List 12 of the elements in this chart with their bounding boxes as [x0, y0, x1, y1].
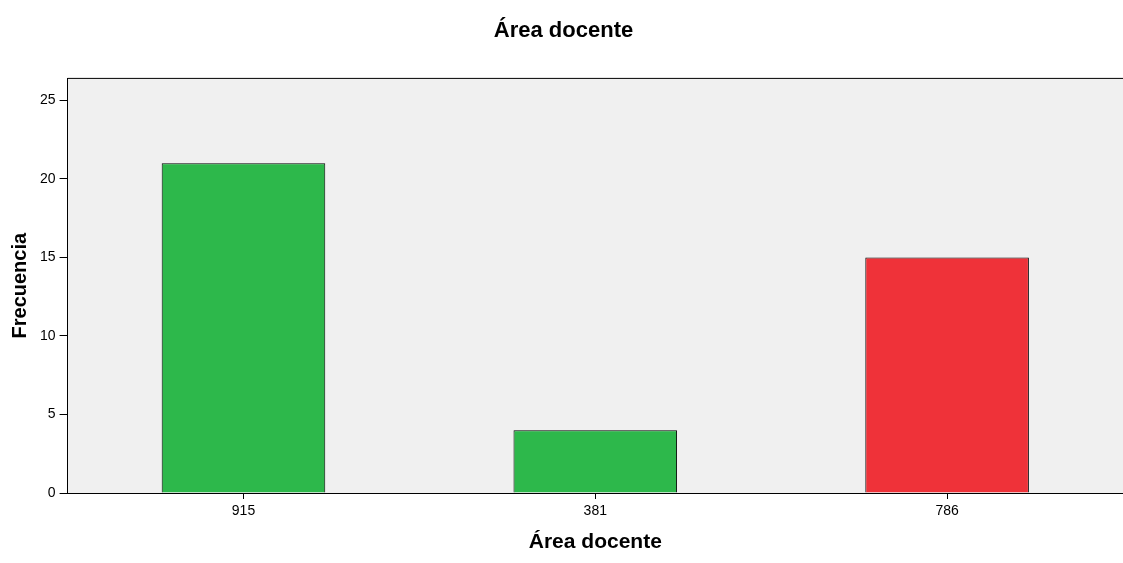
y-tick-label: 5 [47, 405, 56, 422]
x-tick-label: 381 [583, 502, 608, 519]
y-tick-label: 0 [47, 483, 56, 500]
x-tick-label: 915 [231, 502, 256, 519]
y-tick-label: 10 [39, 326, 56, 343]
chart-title: Área docente [493, 17, 634, 43]
y-tick-label: 25 [39, 91, 56, 108]
y-tick-label: 15 [39, 248, 56, 265]
x-tick-label: 786 [935, 502, 959, 519]
y-tick-label: 20 [39, 169, 56, 186]
y-axis-title: Frecuencia [7, 232, 30, 339]
x-axis-title: Área docente [528, 529, 662, 553]
